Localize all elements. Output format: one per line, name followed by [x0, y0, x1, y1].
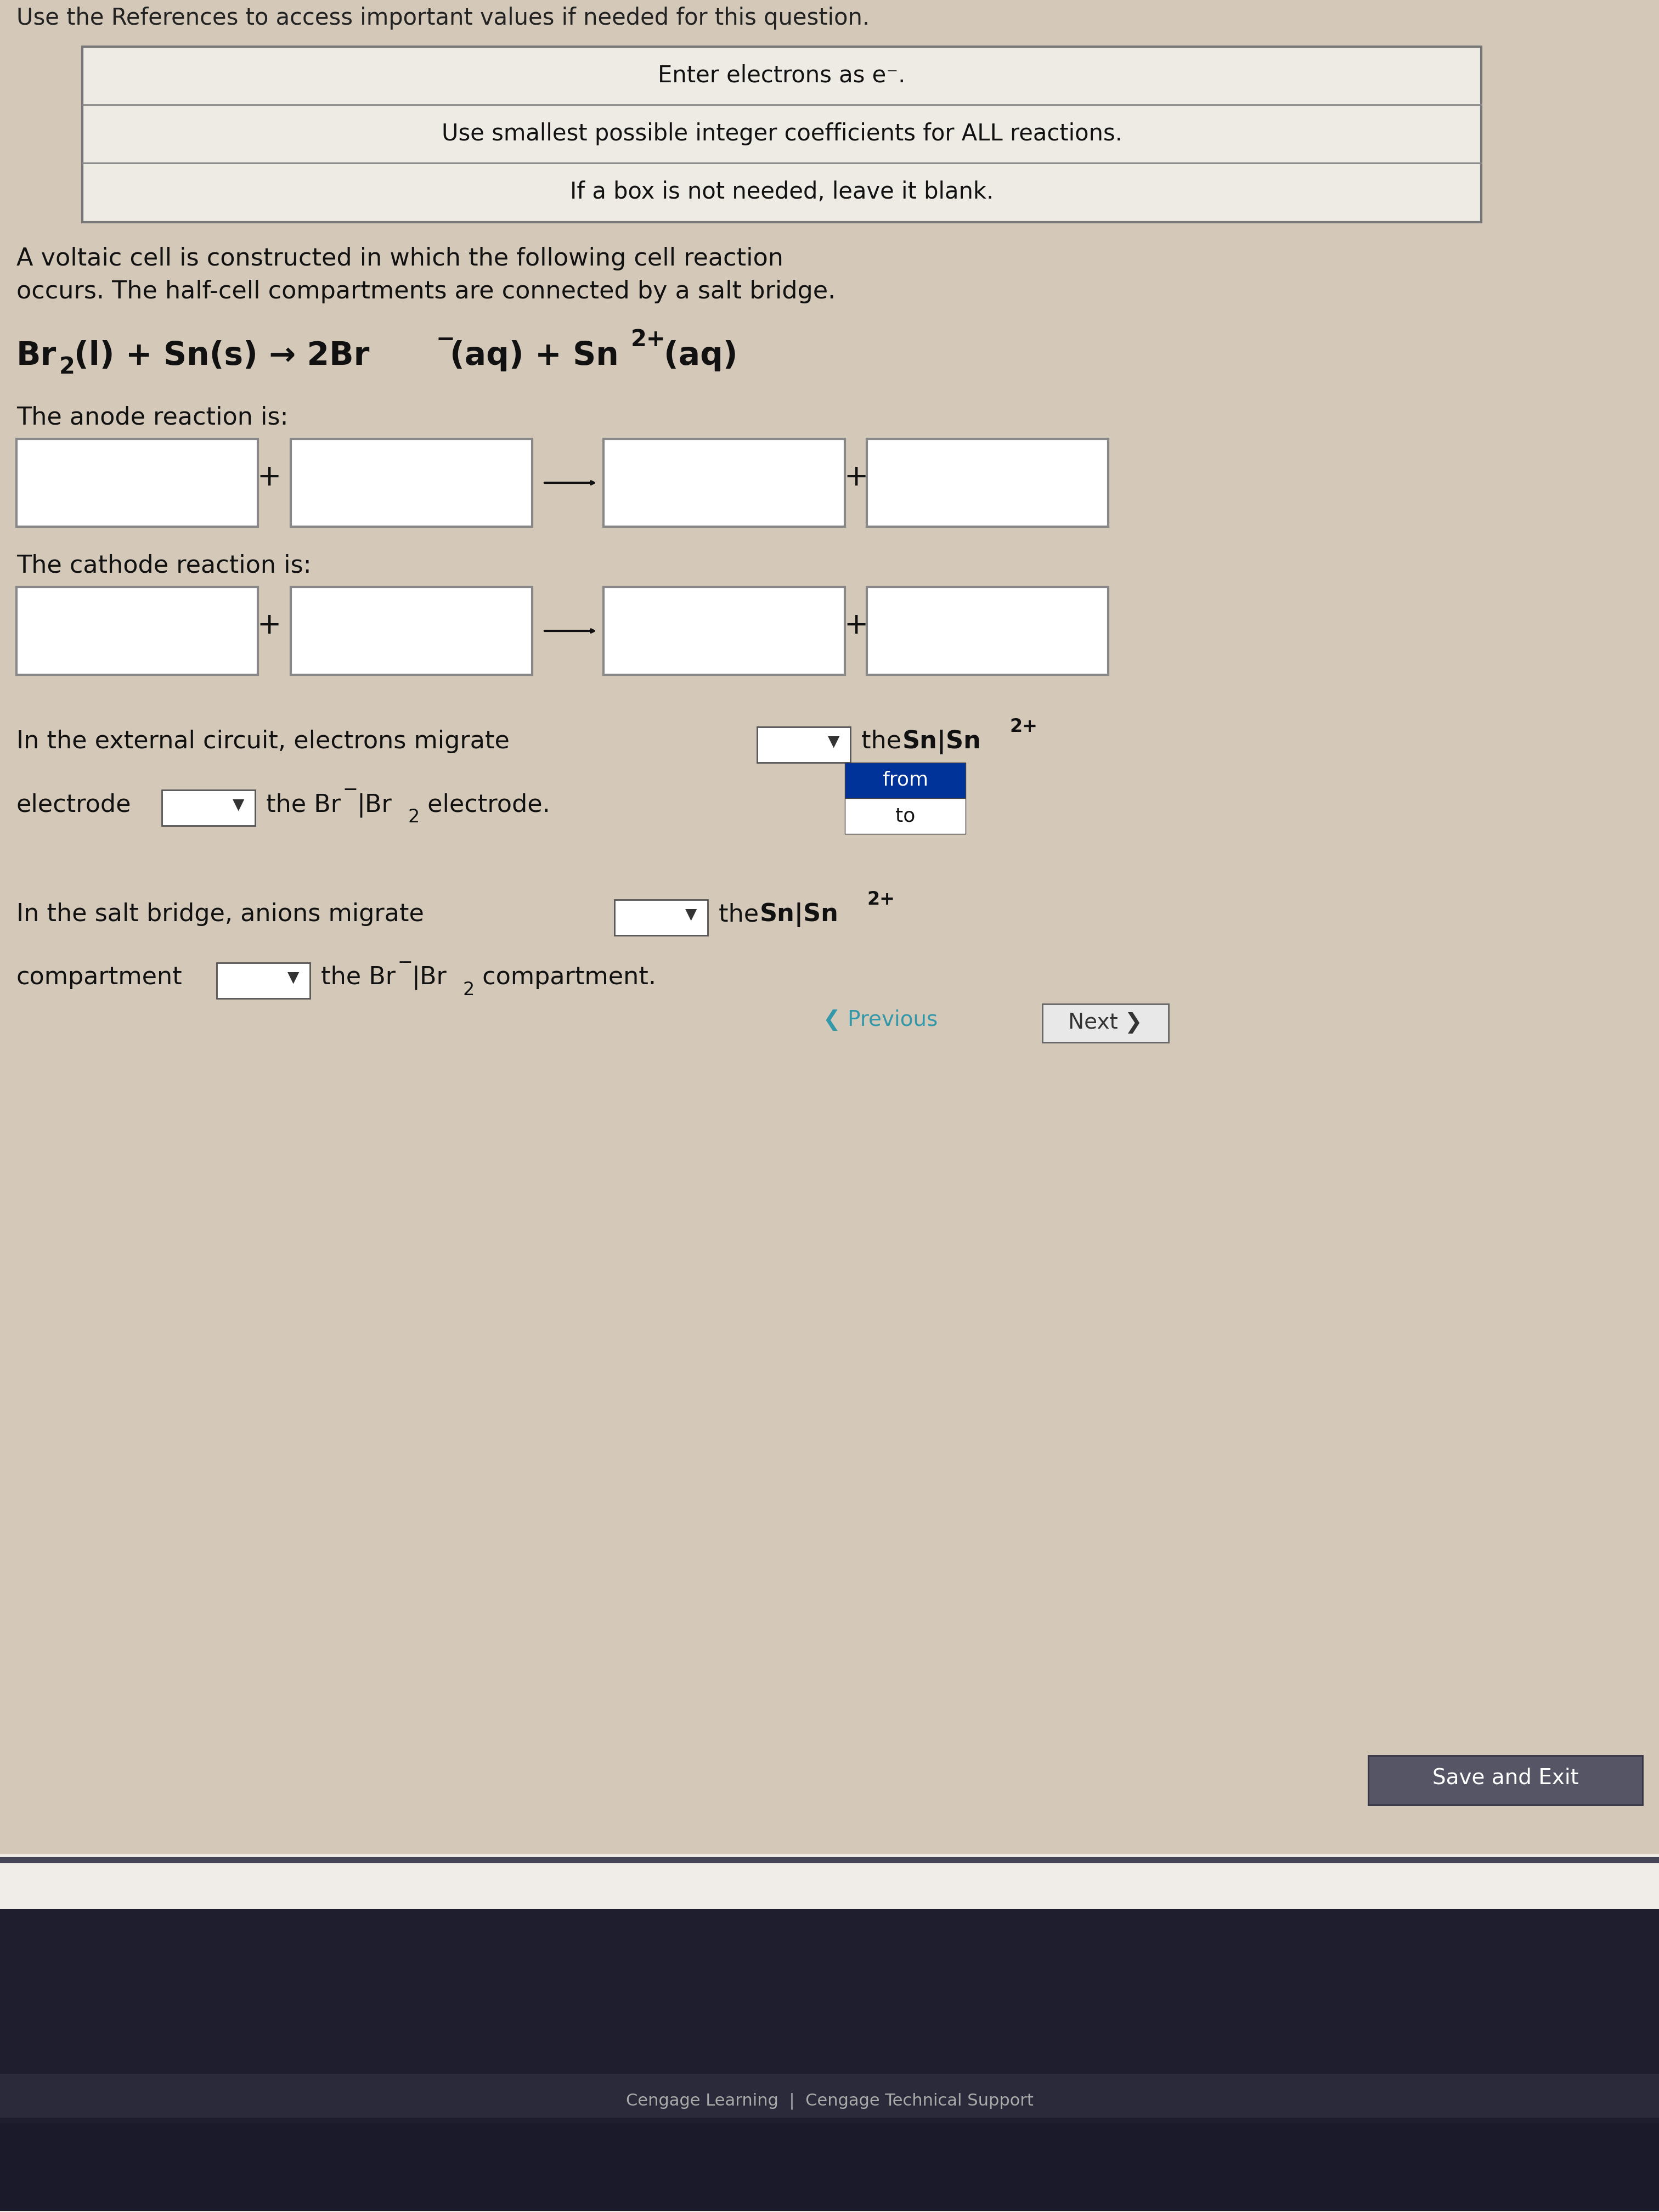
- Text: ▼: ▼: [685, 907, 697, 922]
- Text: the: the: [718, 902, 766, 927]
- Text: ▼: ▼: [828, 734, 839, 750]
- Text: Sn|Sn: Sn|Sn: [760, 902, 839, 927]
- Text: to: to: [896, 807, 916, 825]
- Bar: [866, 438, 1108, 526]
- Text: +: +: [257, 462, 280, 491]
- Bar: [0, 0, 1659, 1854]
- Bar: [604, 586, 844, 675]
- Text: If a box is not needed, leave it blank.: If a box is not needed, leave it blank.: [571, 181, 994, 204]
- Bar: [844, 763, 966, 799]
- Text: the Br: the Br: [265, 792, 340, 816]
- Text: The cathode reaction is:: The cathode reaction is:: [17, 553, 312, 577]
- Text: compartment: compartment: [17, 967, 182, 989]
- Bar: [614, 900, 708, 936]
- Text: Br: Br: [17, 341, 56, 372]
- Text: Enter electrons as e⁻.: Enter electrons as e⁻.: [659, 64, 906, 86]
- Text: 2+: 2+: [866, 891, 894, 909]
- Text: 2+: 2+: [630, 327, 665, 352]
- Bar: [0, 1909, 1659, 2212]
- Bar: [290, 586, 533, 675]
- Text: electrode: electrode: [17, 792, 131, 816]
- Text: +: +: [844, 462, 868, 491]
- Bar: [866, 586, 1108, 675]
- Bar: [844, 799, 966, 834]
- Text: In the salt bridge, anions migrate: In the salt bridge, anions migrate: [17, 902, 425, 927]
- Text: +: +: [844, 611, 868, 639]
- Bar: [17, 586, 257, 675]
- Bar: [604, 438, 844, 526]
- Text: electrode.: electrode.: [420, 792, 551, 816]
- Text: In the external circuit, electrons migrate: In the external circuit, electrons migra…: [17, 730, 509, 754]
- Bar: [0, 1854, 1659, 2212]
- Text: −: −: [343, 781, 358, 799]
- Text: Next ❯: Next ❯: [1068, 1013, 1143, 1033]
- Text: Save and Exit: Save and Exit: [1432, 1767, 1579, 1787]
- Text: A voltaic cell is constructed in which the following cell reaction: A voltaic cell is constructed in which t…: [17, 248, 783, 270]
- Text: −: −: [398, 953, 413, 971]
- Bar: [217, 962, 310, 998]
- Bar: [757, 728, 851, 763]
- Text: −: −: [436, 327, 455, 352]
- Text: Cengage Learning  |  Cengage Technical Support: Cengage Learning | Cengage Technical Sup…: [625, 2093, 1034, 2110]
- Text: occurs. The half-cell compartments are connected by a salt bridge.: occurs. The half-cell compartments are c…: [17, 279, 836, 303]
- Text: 2: 2: [60, 356, 75, 378]
- Text: ▼: ▼: [287, 969, 299, 984]
- Bar: [0, 2124, 1659, 2212]
- Text: from: from: [883, 770, 929, 790]
- Text: Sn|Sn: Sn|Sn: [902, 730, 982, 754]
- Bar: [163, 790, 255, 825]
- Bar: [83, 46, 1481, 221]
- Bar: [1369, 1756, 1642, 1805]
- Text: 2: 2: [463, 980, 474, 1000]
- Text: compartment.: compartment.: [474, 967, 657, 989]
- Text: +: +: [257, 611, 280, 639]
- Text: |Br: |Br: [411, 967, 446, 991]
- Text: The anode reaction is:: The anode reaction is:: [17, 407, 289, 429]
- Bar: [0, 2075, 1659, 2117]
- Text: 2+: 2+: [1009, 717, 1037, 737]
- Text: (aq) + Sn: (aq) + Sn: [450, 341, 619, 372]
- Text: Use the References to access important values if needed for this question.: Use the References to access important v…: [17, 7, 869, 29]
- Text: |Br: |Br: [357, 792, 392, 816]
- Bar: [1042, 1004, 1168, 1042]
- Text: the Br: the Br: [320, 967, 395, 989]
- Text: ❮ Previous: ❮ Previous: [823, 1009, 937, 1031]
- Text: 2: 2: [408, 807, 420, 827]
- Text: Use smallest possible integer coefficients for ALL reactions.: Use smallest possible integer coefficien…: [441, 122, 1121, 146]
- Bar: [290, 438, 533, 526]
- Text: (aq): (aq): [664, 341, 738, 372]
- Text: ▼: ▼: [232, 796, 244, 812]
- Bar: [17, 438, 257, 526]
- Text: (l) + Sn(s) → 2Br: (l) + Sn(s) → 2Br: [75, 341, 370, 372]
- Text: the: the: [861, 730, 909, 754]
